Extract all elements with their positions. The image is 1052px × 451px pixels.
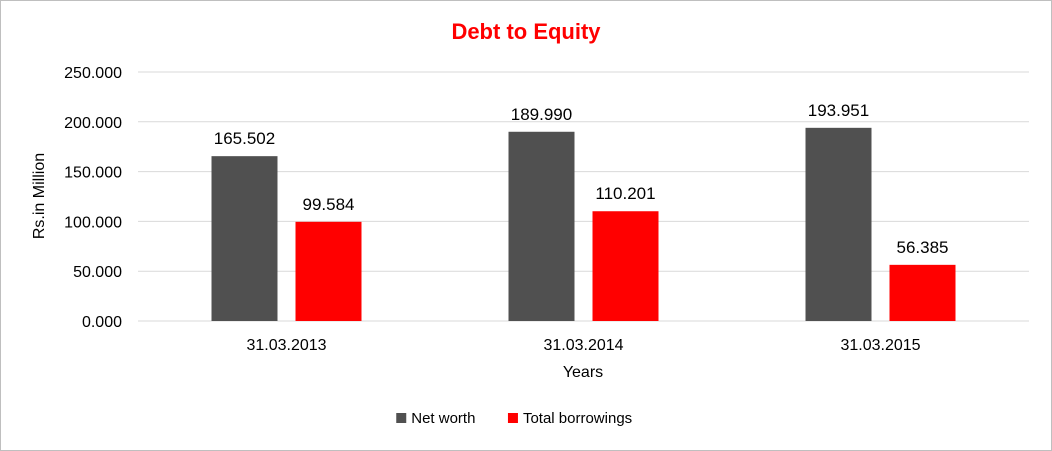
y-tick-label: 50.000	[73, 264, 122, 281]
bar-total-borrowings	[889, 264, 956, 321]
x-tick-label: 31.03.2013	[246, 337, 326, 354]
y-tick-label: 200.000	[64, 115, 122, 132]
chart-title: Debt to Equity	[451, 19, 601, 44]
gridlines	[138, 71, 1029, 322]
y-tick-label: 250.000	[64, 65, 122, 82]
x-axis-title: Years	[563, 364, 603, 381]
legend-label: Net worth	[411, 410, 475, 427]
x-axis-ticks: 31.03.2013 31.03.2014 31.03.2015	[246, 337, 920, 354]
y-tick-label: 100.000	[64, 214, 122, 231]
y-tick-label: 150.000	[64, 165, 122, 182]
x-tick-label: 31.03.2015	[840, 337, 920, 354]
data-labels: 165.502 99.584 189.990 110.201 193.951 56.385	[214, 101, 949, 257]
y-axis-ticks: 0.000 50.000 100.000 150.000 200.000 250.000	[64, 65, 122, 331]
legend: Net worth Total borrowings	[396, 410, 632, 427]
data-label: 56.385	[897, 238, 949, 257]
data-label: 110.201	[595, 184, 655, 203]
legend-swatch	[396, 413, 407, 423]
bar-net-worth	[211, 156, 278, 321]
data-label: 189.990	[511, 105, 572, 124]
bars	[211, 127, 956, 322]
bar-net-worth	[805, 127, 872, 322]
data-label: 165.502	[214, 129, 275, 148]
x-tick-label: 31.03.2014	[543, 337, 623, 354]
data-label: 99.584	[303, 195, 355, 214]
y-axis-title: Rs.in Million	[31, 153, 48, 239]
bar-total-borrowings	[592, 211, 659, 321]
bar-total-borrowings	[295, 221, 362, 321]
data-label: 193.951	[808, 101, 869, 120]
bar-net-worth	[508, 131, 575, 321]
legend-label: Total borrowings	[523, 410, 632, 427]
y-tick-label: 0.000	[82, 314, 122, 331]
legend-swatch	[507, 413, 518, 423]
